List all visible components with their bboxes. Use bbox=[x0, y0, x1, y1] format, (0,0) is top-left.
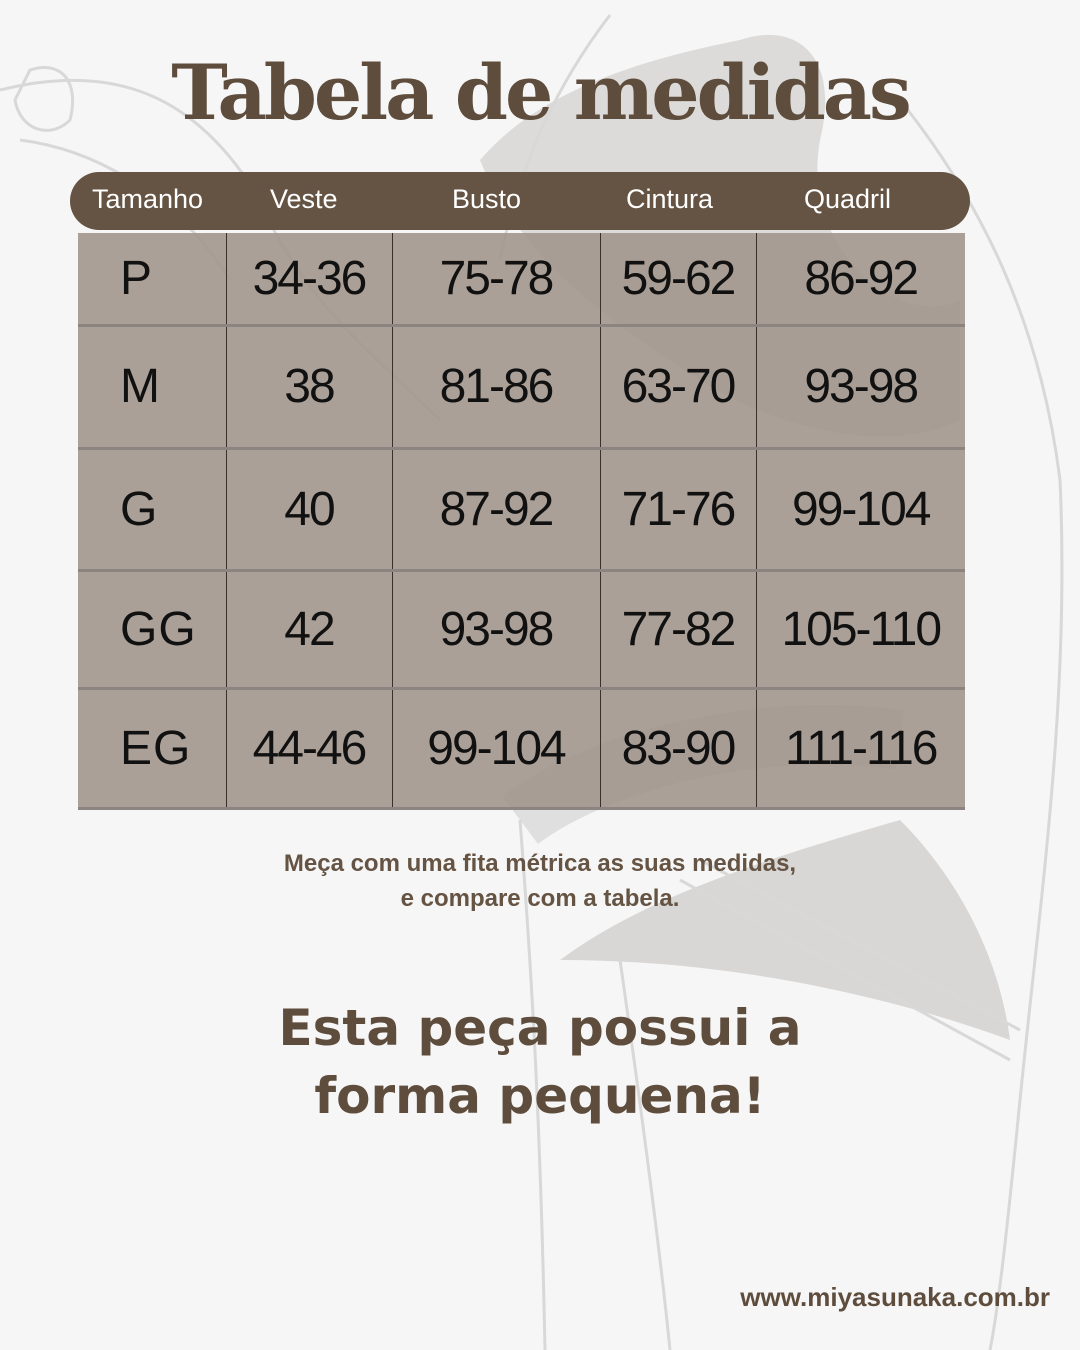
table-row: EG 44-46 99-104 83-90 111-116 bbox=[78, 688, 965, 810]
size-cell: GG bbox=[78, 570, 227, 690]
measure-cell: 87-92 bbox=[391, 448, 601, 572]
size-cell: G bbox=[78, 448, 227, 572]
table-header: Tamanho Veste Busto Cintura Quadril bbox=[70, 172, 970, 230]
column-header-tamanho: Tamanho bbox=[92, 184, 204, 214]
measure-cell: 81-86 bbox=[391, 325, 601, 450]
measure-cell: 71-76 bbox=[599, 448, 757, 572]
note-line-1: Meça com uma fita métrica as suas medida… bbox=[283, 850, 797, 877]
size-cell: P bbox=[78, 233, 227, 327]
measure-cell: 105-110 bbox=[755, 570, 965, 690]
column-header-veste: Veste bbox=[270, 184, 338, 214]
table-row: M 38 81-86 63-70 93-98 bbox=[78, 325, 965, 450]
measure-cell: 99-104 bbox=[391, 688, 601, 810]
table-row: G 40 87-92 71-76 99-104 bbox=[78, 448, 965, 572]
column-header-busto: Busto bbox=[452, 184, 522, 214]
measure-cell: 59-62 bbox=[599, 233, 757, 327]
size-table: P 34-36 75-78 59-62 86-92 M 38 81-86 63-70 93-98 G… bbox=[78, 233, 965, 810]
measure-cell: 42 bbox=[225, 570, 393, 690]
size-cell: M bbox=[78, 325, 227, 450]
page-title: Tabela de medidas bbox=[171, 48, 912, 137]
measure-cell: 83-90 bbox=[599, 688, 757, 810]
measure-cell: 111-116 bbox=[755, 688, 965, 810]
measure-cell: 38 bbox=[225, 325, 393, 450]
measure-cell: 75-78 bbox=[391, 233, 601, 327]
table-row: GG 42 93-98 77-82 105-110 bbox=[78, 570, 965, 690]
fit-notice-line-2: forma pequena! bbox=[314, 1067, 766, 1125]
measure-cell: 93-98 bbox=[755, 325, 965, 450]
fit-notice: Esta peça possui a forma pequena! bbox=[0, 994, 1080, 1130]
note-line-2: e compare com a tabela. bbox=[400, 885, 680, 912]
measurement-note: Meça com uma fita métrica as suas medida… bbox=[0, 846, 1080, 916]
fit-notice-line-1: Esta peça possui a bbox=[278, 999, 802, 1057]
column-header-cintura: Cintura bbox=[626, 184, 714, 214]
table-row: P 34-36 75-78 59-62 86-92 bbox=[78, 233, 965, 327]
measure-cell: 86-92 bbox=[755, 233, 965, 327]
measure-cell: 40 bbox=[225, 448, 393, 572]
website-link[interactable]: www.miyasunaka.com.br bbox=[740, 1282, 1050, 1312]
size-cell: EG bbox=[78, 688, 227, 810]
measure-cell: 93-98 bbox=[391, 570, 601, 690]
column-header-quadril: Quadril bbox=[804, 184, 892, 214]
measure-cell: 44-46 bbox=[225, 688, 393, 810]
measure-cell: 34-36 bbox=[225, 233, 393, 327]
measure-cell: 63-70 bbox=[599, 325, 757, 450]
measure-cell: 99-104 bbox=[755, 448, 965, 572]
measure-cell: 77-82 bbox=[599, 570, 757, 690]
